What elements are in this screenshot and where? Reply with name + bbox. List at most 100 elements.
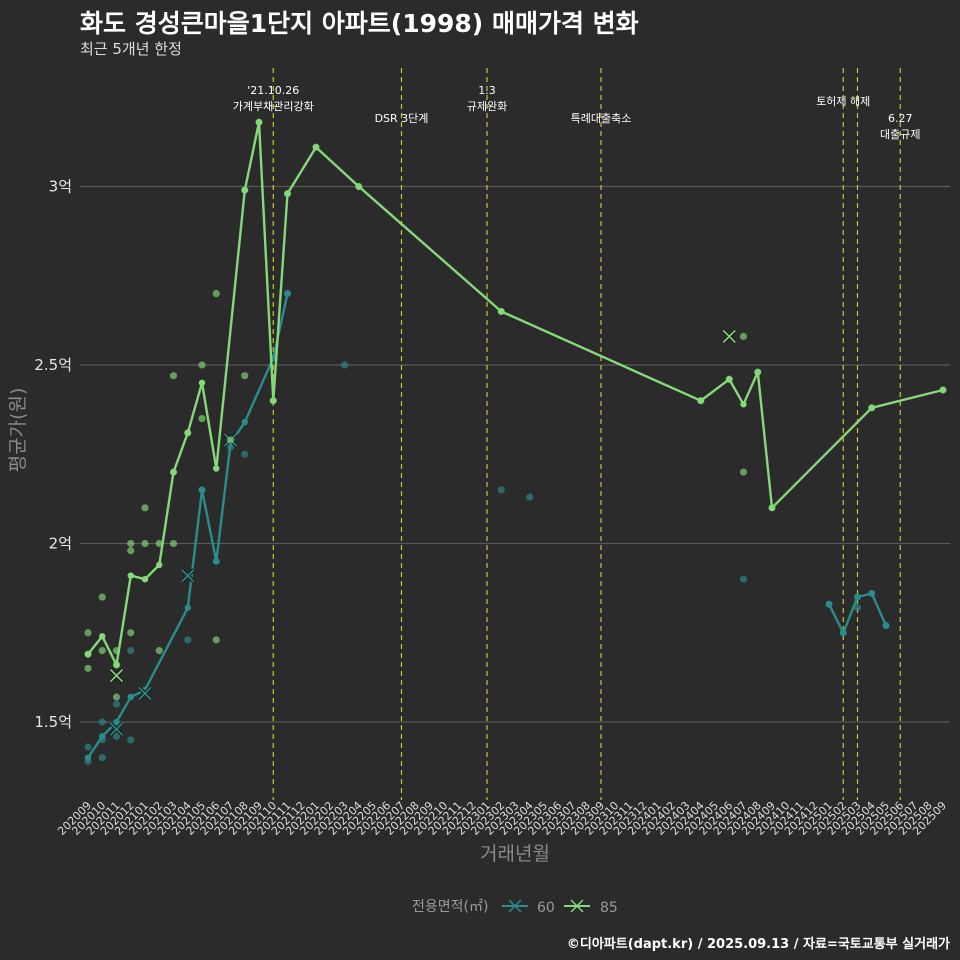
line-point <box>113 661 120 669</box>
data-point <box>84 743 92 751</box>
line-point <box>726 376 733 383</box>
line-point <box>754 368 761 376</box>
line-point <box>697 397 704 404</box>
x-axis-title: 거래년월 <box>480 843 550 865</box>
line-point <box>840 629 847 636</box>
data-point <box>739 575 748 583</box>
y-tick-label: 3억 <box>49 178 72 196</box>
line-point <box>768 504 776 511</box>
data-point <box>226 436 235 444</box>
data-point <box>141 539 149 548</box>
line-point <box>312 144 320 151</box>
data-point <box>112 732 121 740</box>
policy-label: 1.3 <box>478 84 496 97</box>
line-point <box>241 186 248 194</box>
data-point <box>127 539 135 548</box>
chart-subtitle: 최근 5개년 한정 <box>80 40 182 58</box>
x-marker <box>722 329 736 344</box>
policy-label: 6.27 <box>888 112 913 125</box>
line-point <box>868 404 875 412</box>
line-point <box>241 418 248 426</box>
series-line <box>87 293 289 759</box>
legend-label-60: 60 <box>537 900 555 916</box>
legend-title: 전용면적(㎡) <box>412 899 488 915</box>
data-point <box>241 450 249 458</box>
data-point <box>526 493 534 501</box>
policy-label: 토허제 해제 <box>816 94 870 108</box>
line-point <box>127 572 134 579</box>
data-point <box>127 736 135 744</box>
data-point <box>127 547 135 555</box>
data-point <box>112 693 121 701</box>
data-point <box>184 636 192 644</box>
line-point <box>498 308 505 315</box>
legend: 전용면적(㎡) 60 85 <box>412 899 618 916</box>
line-point <box>184 429 191 437</box>
line-point <box>825 600 833 608</box>
policy-label: 가계부채관리강화 <box>233 100 314 113</box>
data-point <box>155 539 163 548</box>
data-point <box>340 361 349 369</box>
line-point <box>284 190 291 197</box>
line-point <box>213 465 220 472</box>
chart-title: 화도 경성큰마을1단지 아파트(1998) 매매가격 변화 <box>80 9 639 38</box>
line-point <box>213 558 220 565</box>
data-point <box>98 647 106 655</box>
x-marker <box>109 669 124 683</box>
y-tick-labels: 1.5억 2억 2.5억 3억 <box>34 178 72 732</box>
x-tick-labels: 2020092020102020112020122021012021022021… <box>55 799 949 838</box>
line-point <box>170 468 177 476</box>
data-point <box>853 604 862 612</box>
data-point <box>198 414 206 423</box>
data-point <box>739 332 748 341</box>
data-point <box>169 539 178 548</box>
data-point <box>84 629 92 637</box>
data-point <box>112 700 121 708</box>
policy-label: 특례대출축소 <box>571 112 632 125</box>
data-point <box>98 754 106 762</box>
y-axis-title: 평균가(원) <box>7 388 29 473</box>
legend-key-60 <box>502 899 528 913</box>
line-point <box>198 379 206 387</box>
line-point <box>141 576 149 583</box>
data-point <box>739 468 748 476</box>
data-point <box>212 636 220 644</box>
data-point <box>141 504 149 512</box>
line-point <box>113 718 120 726</box>
y-tick-label: 2억 <box>49 535 72 553</box>
line-point <box>99 633 106 640</box>
data-point <box>241 372 249 380</box>
line-point <box>355 183 362 190</box>
policy-label: '21.10.26 <box>247 84 299 97</box>
line-point <box>127 693 134 701</box>
source-caption: ©디아파트(dapt.kr) / 2025.09.13 / 자료=국토교통부 실… <box>566 937 950 952</box>
series-line <box>87 120 944 667</box>
series <box>84 118 947 765</box>
line-point <box>270 397 277 404</box>
y-tick-label: 1.5억 <box>34 713 72 731</box>
x-marker <box>138 686 152 701</box>
line-point <box>84 650 92 658</box>
x-marker <box>109 722 124 736</box>
line-point <box>99 733 106 740</box>
line-point <box>939 386 947 394</box>
data-point <box>212 290 220 298</box>
policy-label: 규제완화 <box>467 100 507 113</box>
line-point <box>156 561 163 569</box>
data-point <box>198 361 206 369</box>
line-point <box>854 593 861 601</box>
series-85 <box>84 118 947 701</box>
data-point <box>497 486 505 494</box>
data-point <box>98 718 106 726</box>
line-point <box>882 622 890 629</box>
line-point <box>184 604 191 611</box>
y-tick-label: 2.5억 <box>34 356 72 374</box>
policy-label: 대출규제 <box>880 128 920 141</box>
data-point <box>98 593 106 601</box>
legend-key-85 <box>564 899 590 913</box>
line-point <box>84 754 92 761</box>
legend-label-85: 85 <box>600 900 618 916</box>
line-point <box>255 119 263 126</box>
